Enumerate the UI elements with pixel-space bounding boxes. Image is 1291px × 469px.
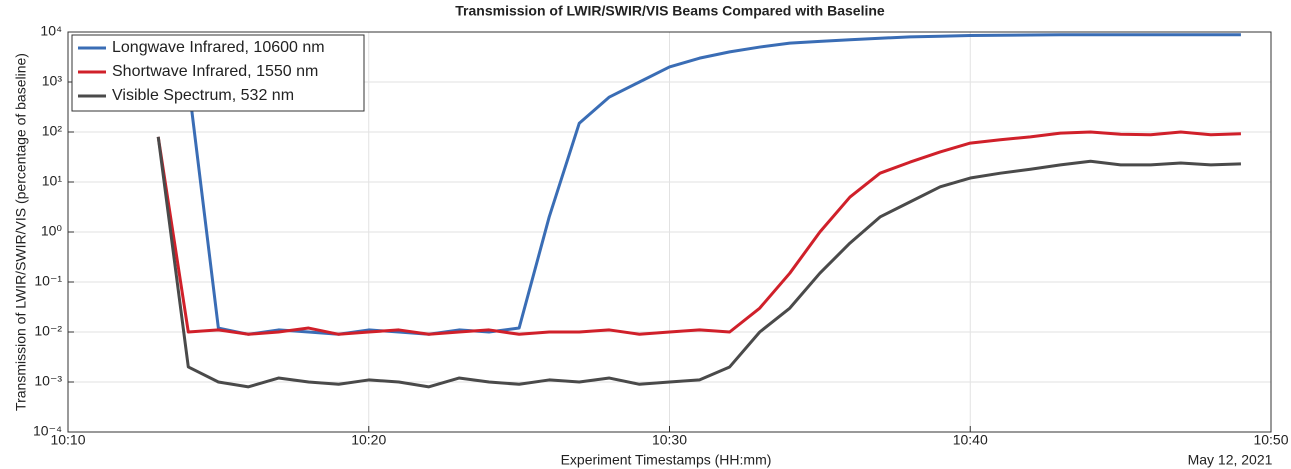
legend-label: Visible Spectrum, 532 nm [112,87,294,104]
x-tick-label: 10:10 [50,432,85,448]
chart-title: Transmission of LWIR/SWIR/VIS Beams Comp… [455,3,885,19]
y-tick-label: 10⁻³ [34,373,62,389]
y-tick-label: 10⁻² [34,323,62,339]
legend-box [71,34,365,112]
legend-label: Longwave Infrared, 10600 nm [112,39,325,56]
series-line [156,136,1241,389]
x-tick-label: 10:30 [652,432,687,448]
y-axis-label: Transmission of LWIR/SWIR/VIS (percentag… [13,53,29,411]
x-tick-label: 10:20 [351,432,386,448]
annotation: May 12, 2021 [1188,452,1273,468]
y-tick-label: 10⁰ [41,223,63,239]
y-tick-label: 10⁻⁴ [33,423,62,439]
x-tick-label: 10:50 [1253,432,1288,448]
y-tick-label: 10¹ [42,173,63,189]
y-tick-label: 10³ [42,73,63,89]
y-tick-label: 10⁴ [40,23,62,39]
x-tick-label: 10:40 [953,432,988,448]
y-tick-label: 10⁻¹ [34,273,62,289]
legend: Longwave Infrared, 10600 nm Shortwave Inf… [71,34,365,112]
x-axis-label: Experiment Timestamps (HH:mm) [561,452,772,468]
y-tick-label: 10² [42,123,63,139]
legend-label: Shortwave Infrared, 1550 nm [112,63,318,80]
plot-frame [67,31,1272,433]
series-line [156,130,1241,336]
